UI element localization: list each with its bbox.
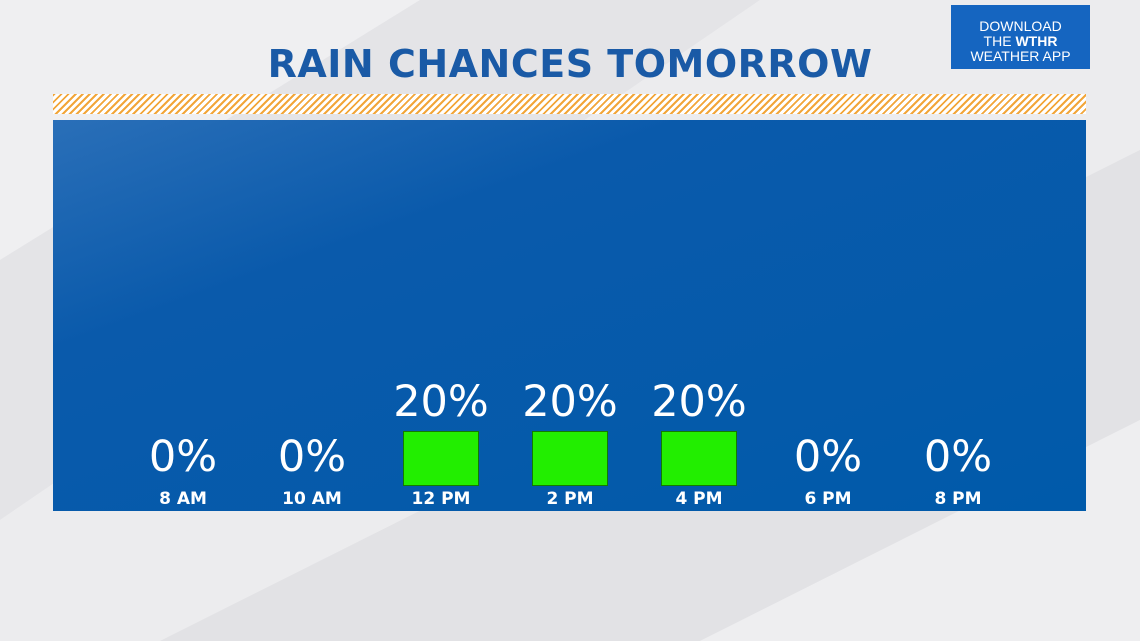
badge-line-2: THE WTHR <box>951 34 1090 49</box>
badge-line-2-prefix: THE <box>983 33 1016 49</box>
chart-category-label: 8 PM <box>934 489 982 509</box>
chart-category-label: 6 PM <box>804 489 852 509</box>
page-title: RAIN CHANCES TOMORROW <box>267 42 873 86</box>
chart-value-label: 0% <box>923 432 993 482</box>
chart-column: 0% 10 AM <box>257 120 367 511</box>
chart-value-label: 0% <box>277 432 347 482</box>
chart-value-label: 0% <box>793 432 863 482</box>
chart-category-label: 12 PM <box>411 489 471 509</box>
chart-value-label: 20% <box>651 377 747 427</box>
download-app-badge[interactable]: DOWNLOAD THE WTHR WEATHER APP <box>951 5 1090 69</box>
badge-brand: WTHR <box>1015 33 1058 49</box>
chart-column: 0% 8 PM <box>903 120 1013 511</box>
badge-line-3: WEATHER APP <box>970 48 1071 64</box>
chart-bar <box>403 431 479 486</box>
badge-line-1: DOWNLOAD <box>979 18 1062 34</box>
chart-bar <box>661 431 737 486</box>
chart-category-label: 2 PM <box>546 489 594 509</box>
chart-panel: 0% 8 AM 0% 10 AM 20% 12 PM 20% 2 PM 20% 4 PM 0% 6 P… <box>53 120 1086 511</box>
chart-bar <box>532 431 608 486</box>
chart-column: 20% 4 PM <box>644 120 754 511</box>
chart-column: 20% 2 PM <box>515 120 625 511</box>
chart-column: 0% 8 AM <box>128 120 238 511</box>
chart-column: 0% 6 PM <box>773 120 883 511</box>
chart-value-label: 0% <box>148 432 218 482</box>
chart-value-label: 20% <box>522 377 618 427</box>
chart-value-label: 20% <box>393 377 489 427</box>
chart-category-label: 10 AM <box>282 489 342 509</box>
chart-category-label: 8 AM <box>159 489 207 509</box>
hatched-divider <box>53 94 1086 114</box>
chart-category-label: 4 PM <box>675 489 723 509</box>
chart-column: 20% 12 PM <box>386 120 496 511</box>
